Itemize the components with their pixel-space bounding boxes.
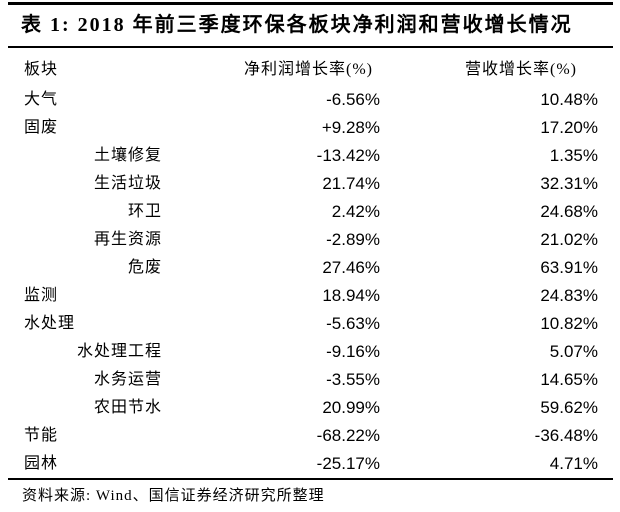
profit-growth-cell: -13.42% (316, 146, 380, 165)
table-row: 再生资源 -2.89% 21.02% (0, 226, 620, 254)
table-row: 危废 27.46% 63.91% (0, 254, 620, 282)
revenue-growth-cell: 21.02% (540, 230, 598, 249)
sector-name-cell: 生活垃圾 (93, 175, 162, 192)
sector-name-cell: 固废 (24, 119, 59, 136)
revenue-growth-cell: 14.65% (540, 370, 598, 389)
revenue-growth-cell: 5.07% (549, 342, 598, 361)
profit-growth-cell: -9.16% (326, 342, 380, 361)
profit-growth-cell: 27.46% (322, 258, 380, 277)
sector-name-cell: 大气 (24, 91, 59, 108)
revenue-growth-cell: 10.48% (540, 90, 598, 109)
table-row: 农田节水 20.99% 59.62% (0, 394, 620, 422)
top-rule (8, 2, 613, 5)
profit-growth-cell: -25.17% (316, 454, 380, 473)
revenue-growth-cell: 59.62% (540, 398, 598, 417)
table-row: 监测 18.94% 24.83% (0, 282, 620, 310)
revenue-growth-cell: 4.71% (549, 454, 598, 473)
table-row: 生活垃圾 21.74% 32.31% (0, 170, 620, 198)
revenue-growth-cell: 24.83% (540, 286, 598, 305)
sector-name-cell: 节能 (24, 427, 59, 444)
profit-growth-cell: -2.89% (326, 230, 380, 249)
profit-growth-cell: -3.55% (326, 370, 380, 389)
table-row: 节能 -68.22% -36.48% (0, 422, 620, 450)
table-body: 大气 -6.56% 10.48% 固废 +9.28% 17.20% 土壤修复 -… (0, 86, 620, 478)
profit-growth-cell: -5.63% (326, 314, 380, 333)
source-note: 资料来源: Wind、国信证券经济研究所整理 (22, 488, 325, 504)
sector-name-cell: 环卫 (127, 203, 162, 220)
table-row: 固废 +9.28% 17.20% (0, 114, 620, 142)
revenue-growth-cell: 63.91% (540, 258, 598, 277)
revenue-growth-cell: 17.20% (540, 118, 598, 137)
title-divider-rule (8, 46, 613, 48)
revenue-growth-cell: 10.82% (540, 314, 598, 333)
profit-growth-cell: +9.28% (321, 118, 380, 137)
table-row: 水处理 -5.63% 10.82% (0, 310, 620, 338)
column-header-revenue-growth: 营收增长率(%) (465, 61, 577, 78)
sector-name-cell: 土壤修复 (93, 147, 162, 164)
table-row: 水处理工程 -9.16% 5.07% (0, 338, 620, 366)
column-header-profit-growth: 净利润增长率(%) (244, 61, 373, 78)
table-title: 表 1: 2018 年前三季度环保各板块净利润和营收增长情况 (21, 14, 573, 36)
sector-name-cell: 危废 (127, 259, 162, 276)
table-row: 土壤修复 -13.42% 1.35% (0, 142, 620, 170)
profit-growth-cell: 20.99% (322, 398, 380, 417)
sector-name-cell: 农田节水 (93, 399, 162, 416)
profit-growth-cell: 18.94% (322, 286, 380, 305)
sector-name-cell: 监测 (24, 287, 59, 304)
sector-name-cell: 水务运营 (93, 371, 162, 388)
table-row: 园林 -25.17% 4.71% (0, 450, 620, 478)
column-header-sector: 板块 (24, 61, 59, 78)
revenue-growth-cell: 32.31% (540, 174, 598, 193)
sector-name-cell: 水处理 (24, 315, 76, 332)
profit-growth-cell: -68.22% (316, 426, 380, 445)
table-row: 环卫 2.42% 24.68% (0, 198, 620, 226)
table-row: 大气 -6.56% 10.48% (0, 86, 620, 114)
table-row: 水务运营 -3.55% 14.65% (0, 366, 620, 394)
table-header-row: 板块 净利润增长率(%) 营收增长率(%) (0, 48, 620, 86)
sector-name-cell: 再生资源 (93, 231, 162, 248)
revenue-growth-cell: 24.68% (540, 202, 598, 221)
profit-growth-cell: 21.74% (322, 174, 380, 193)
sector-name-cell: 园林 (24, 455, 59, 472)
profit-growth-cell: -6.56% (326, 90, 380, 109)
revenue-growth-cell: 1.35% (549, 146, 598, 165)
profit-growth-cell: 2.42% (331, 202, 380, 221)
bottom-rule (8, 478, 613, 480)
sector-name-cell: 水处理工程 (76, 343, 162, 360)
revenue-growth-cell: -36.48% (534, 426, 598, 445)
